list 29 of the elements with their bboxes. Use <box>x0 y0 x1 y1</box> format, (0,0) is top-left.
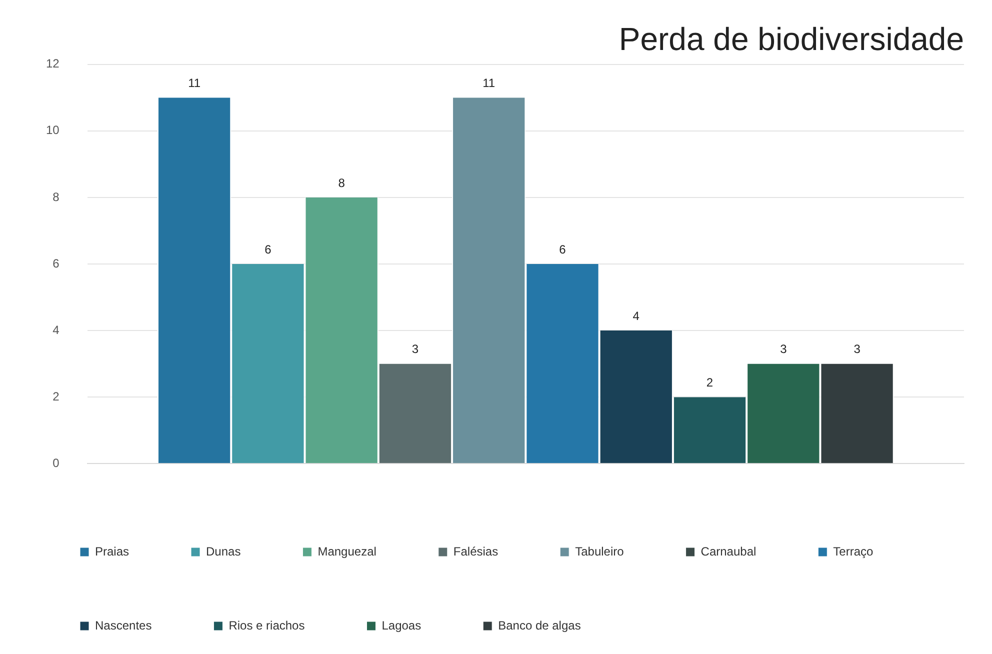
legend-label: Nascentes <box>95 618 152 632</box>
data-label: 6 <box>559 242 566 256</box>
legend-label: Praias <box>95 544 130 558</box>
y-tick-label: 12 <box>46 56 60 71</box>
data-label: 11 <box>188 76 201 90</box>
data-label: 6 <box>264 242 272 256</box>
legend-label: Tabuleiro <box>575 544 624 558</box>
y-tick-label: 6 <box>52 256 60 270</box>
legend-label: Terraço <box>833 544 874 558</box>
chart-title: Perda de biodiversidade <box>618 21 964 58</box>
data-label: 8 <box>338 176 346 190</box>
legend-label: Rios e riachos <box>228 618 305 632</box>
y-tick-label: 8 <box>52 190 60 204</box>
data-label: 2 <box>706 375 714 390</box>
legend-label: Dunas <box>206 544 241 558</box>
data-label: 11 <box>482 76 496 90</box>
data-label: 3 <box>854 342 861 356</box>
legend-label: Lagoas <box>382 618 422 632</box>
data-label: 4 <box>632 308 640 323</box>
y-tick-label: 0 <box>52 456 60 470</box>
legend-label: Banco de algas <box>498 618 581 632</box>
legend-label: Falésias <box>453 544 498 558</box>
legend-label: Manguezal <box>318 544 376 558</box>
y-tick-label: 4 <box>52 322 60 337</box>
data-label: 3 <box>412 342 419 356</box>
legend-label: Carnaubal <box>700 544 756 558</box>
y-tick-label: 10 <box>46 123 60 138</box>
data-label: 3 <box>780 342 788 356</box>
y-tick-label: 2 <box>52 389 60 404</box>
